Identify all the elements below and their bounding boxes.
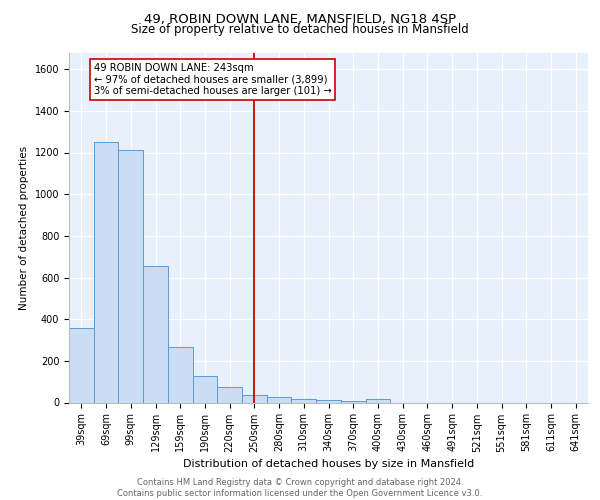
Bar [341,401,365,402]
Text: 49, ROBIN DOWN LANE, MANSFIELD, NG18 4SP: 49, ROBIN DOWN LANE, MANSFIELD, NG18 4SP [144,12,456,26]
Bar [118,150,143,402]
Bar [365,400,390,402]
Bar [143,266,168,402]
Bar [217,387,242,402]
Bar [69,328,94,402]
Bar [267,398,292,402]
X-axis label: Distribution of detached houses by size in Mansfield: Distribution of detached houses by size … [183,458,474,468]
Bar [316,400,341,402]
Bar [193,376,217,402]
Bar [94,142,118,403]
Text: Contains HM Land Registry data © Crown copyright and database right 2024.
Contai: Contains HM Land Registry data © Crown c… [118,478,482,498]
Y-axis label: Number of detached properties: Number of detached properties [19,146,29,310]
Text: 49 ROBIN DOWN LANE: 243sqm
← 97% of detached houses are smaller (3,899)
3% of se: 49 ROBIN DOWN LANE: 243sqm ← 97% of deta… [94,63,331,96]
Bar [292,400,316,402]
Text: Size of property relative to detached houses in Mansfield: Size of property relative to detached ho… [131,22,469,36]
Bar [242,395,267,402]
Bar [168,348,193,403]
